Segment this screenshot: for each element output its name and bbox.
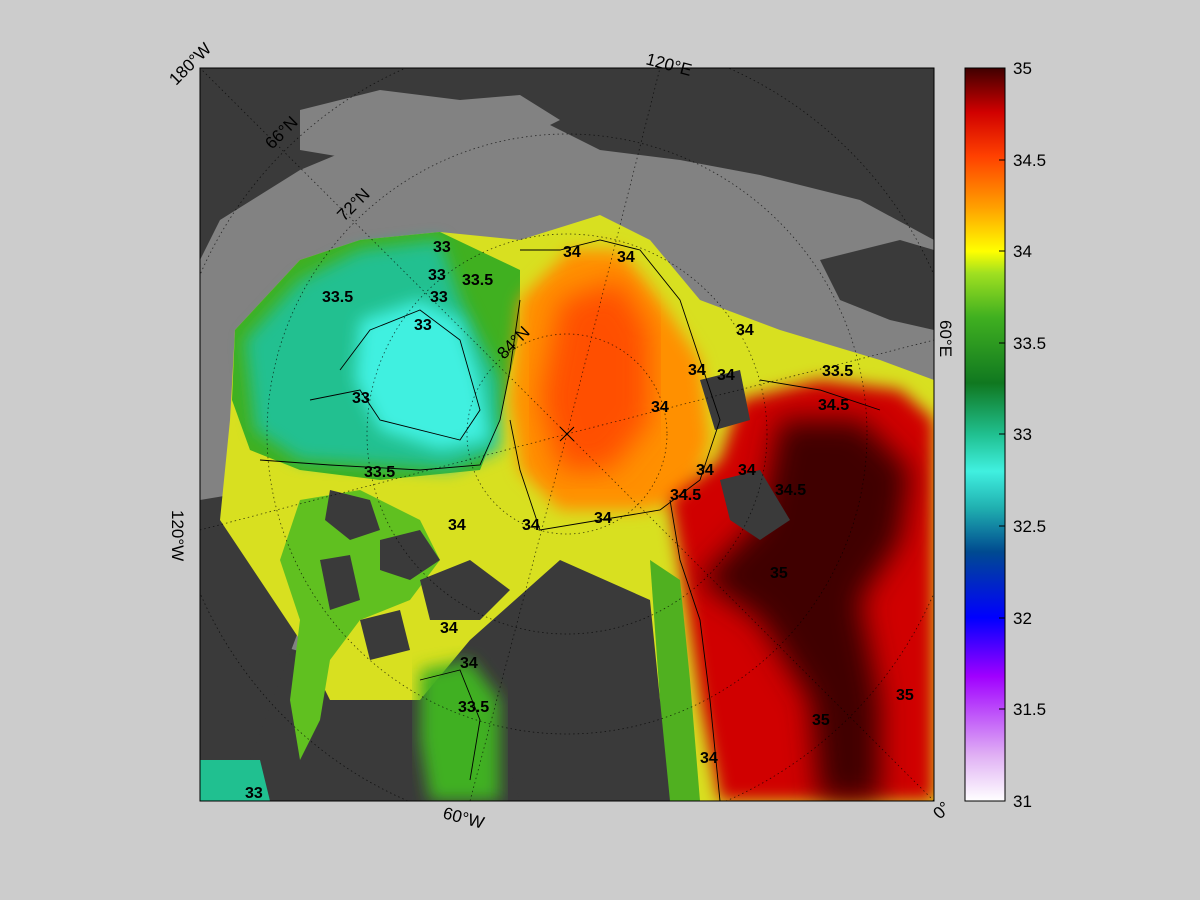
graticule [200, 68, 934, 801]
contour-label: 34 [700, 750, 718, 767]
lon-label-60w: 60°W [441, 804, 486, 833]
ocean-deep-orange [540, 280, 650, 470]
land-mass-greenland [490, 545, 690, 801]
contour-label: 34 [651, 399, 669, 416]
contour-label: 34 [594, 510, 612, 527]
ocean-teal-sw [200, 760, 270, 801]
contour-label: 34 [738, 462, 756, 479]
contour-label: 34 [522, 517, 540, 534]
contour-label: 34 [460, 655, 478, 672]
colorbar-ticks: 35 34.5 34 33.5 33 32.5 32 31.5 31 [999, 59, 1046, 811]
lon-label-120w: 120°W [168, 510, 187, 561]
contour-label: 33.5 [822, 363, 853, 380]
contour-label: 33.5 [322, 289, 353, 306]
contour-label: 33 [433, 239, 451, 256]
shelf-region-north [300, 90, 560, 160]
colorbar-tick-label: 35 [1013, 59, 1032, 78]
archipelago-islands [320, 370, 790, 660]
contour-label: 34 [440, 620, 458, 637]
contour-label: 34.5 [818, 397, 849, 414]
contour-label: 34.5 [775, 482, 806, 499]
contour-lines [259, 239, 881, 801]
contour-label: 34 [736, 322, 754, 339]
colorbar-tick-label: 31 [1013, 792, 1032, 811]
colorbar-tick-label: 32 [1013, 609, 1032, 628]
ocean-darkred-core [700, 420, 910, 801]
colorbar: 35 34.5 34 33.5 33 32.5 32 31.5 31 [964, 59, 1046, 811]
colorbar-tick-label: 31.5 [1013, 700, 1046, 719]
contour-label: 34 [696, 462, 714, 479]
contour-label: 35 [770, 565, 788, 582]
contour-label: 33.5 [364, 464, 395, 481]
contour-label: 33 [430, 289, 448, 306]
map-frame [199, 67, 935, 802]
contour-labels: 33 33 33 33 33 33 33.5 33.5 33.5 33.5 33… [245, 239, 914, 802]
contour-label: 34 [617, 249, 635, 266]
contour-label: 34.5 [670, 487, 701, 504]
colorbar-tick-label: 33 [1013, 425, 1032, 444]
colorbar-tick-label: 34 [1013, 242, 1032, 261]
contour-label: 34 [448, 517, 466, 534]
map-panel: 33 33 33 33 33 33 33.5 33.5 33.5 33.5 33… [200, 68, 934, 802]
contour-label: 35 [812, 712, 830, 729]
contour-label: 33 [245, 785, 263, 802]
contour-label: 33.5 [462, 272, 493, 289]
contour-label: 33 [352, 390, 370, 407]
contour-label: 33 [428, 267, 446, 284]
contour-label: 34 [563, 244, 581, 261]
colorbar-bar [964, 67, 1006, 802]
north-pole-marker [559, 426, 575, 442]
colorbar-tick-label: 33.5 [1013, 334, 1046, 353]
land-mass-north [200, 68, 934, 180]
contour-label: 34 [717, 367, 735, 384]
lon-label-0: 0° [929, 798, 954, 823]
contour-label: 33 [414, 317, 432, 334]
lon-label-60e: 60°E [936, 320, 955, 357]
colorbar-tick-label: 34.5 [1013, 151, 1046, 170]
contour-label: 34 [688, 362, 706, 379]
colorbar-tick-label: 32.5 [1013, 517, 1046, 536]
land-mass-east [820, 240, 934, 330]
ocean-green-baffin [420, 660, 500, 801]
ocean-green-east-coast [650, 560, 700, 801]
salinity-field [200, 215, 934, 801]
contour-label: 33.5 [458, 699, 489, 716]
contour-label: 35 [896, 687, 914, 704]
